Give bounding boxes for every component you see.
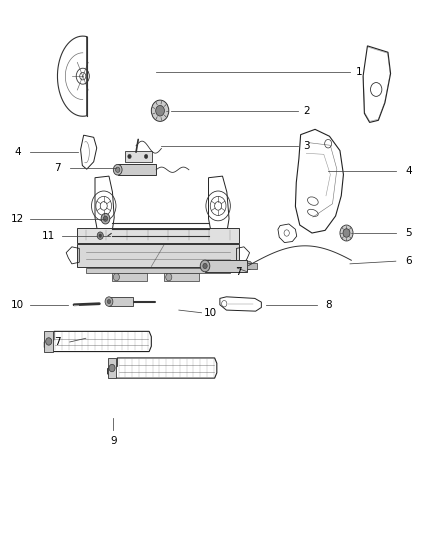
Circle shape	[245, 261, 252, 270]
Text: 3: 3	[303, 141, 310, 151]
Bar	[164, 273, 199, 281]
Text: 11: 11	[42, 231, 55, 241]
Circle shape	[200, 260, 210, 272]
Circle shape	[343, 229, 350, 237]
Bar	[118, 165, 156, 175]
Circle shape	[128, 155, 131, 159]
Bar	[247, 263, 258, 269]
Circle shape	[116, 167, 120, 172]
Text: 1: 1	[355, 68, 362, 77]
Text: 7: 7	[54, 163, 61, 173]
Circle shape	[155, 106, 164, 116]
Circle shape	[151, 100, 169, 122]
Text: 6: 6	[406, 256, 412, 266]
Bar	[109, 297, 133, 306]
Circle shape	[166, 273, 172, 281]
Circle shape	[46, 338, 52, 345]
Circle shape	[113, 165, 122, 175]
Bar	[44, 332, 53, 352]
Bar	[86, 268, 230, 273]
Circle shape	[105, 297, 113, 306]
Text: 7: 7	[54, 337, 61, 347]
Circle shape	[145, 155, 148, 159]
Bar	[125, 151, 152, 162]
Bar	[112, 273, 147, 281]
Text: 10: 10	[11, 300, 24, 310]
Text: 8: 8	[325, 300, 332, 310]
Text: 10: 10	[204, 308, 217, 318]
Circle shape	[109, 365, 115, 372]
Text: 4: 4	[406, 166, 412, 176]
Circle shape	[103, 216, 108, 221]
Circle shape	[340, 225, 353, 241]
Bar	[108, 358, 117, 378]
Bar	[205, 260, 247, 272]
Circle shape	[107, 300, 111, 304]
Text: 5: 5	[406, 228, 412, 238]
Text: 2: 2	[303, 106, 310, 116]
Text: 4: 4	[14, 147, 21, 157]
Circle shape	[101, 213, 110, 224]
Bar	[77, 228, 239, 243]
Circle shape	[97, 232, 103, 239]
Text: 9: 9	[110, 436, 117, 446]
Circle shape	[99, 234, 102, 237]
Bar	[77, 244, 239, 266]
Circle shape	[113, 273, 120, 281]
Circle shape	[203, 263, 207, 269]
Text: 12: 12	[11, 214, 24, 224]
Text: 7: 7	[235, 267, 242, 277]
